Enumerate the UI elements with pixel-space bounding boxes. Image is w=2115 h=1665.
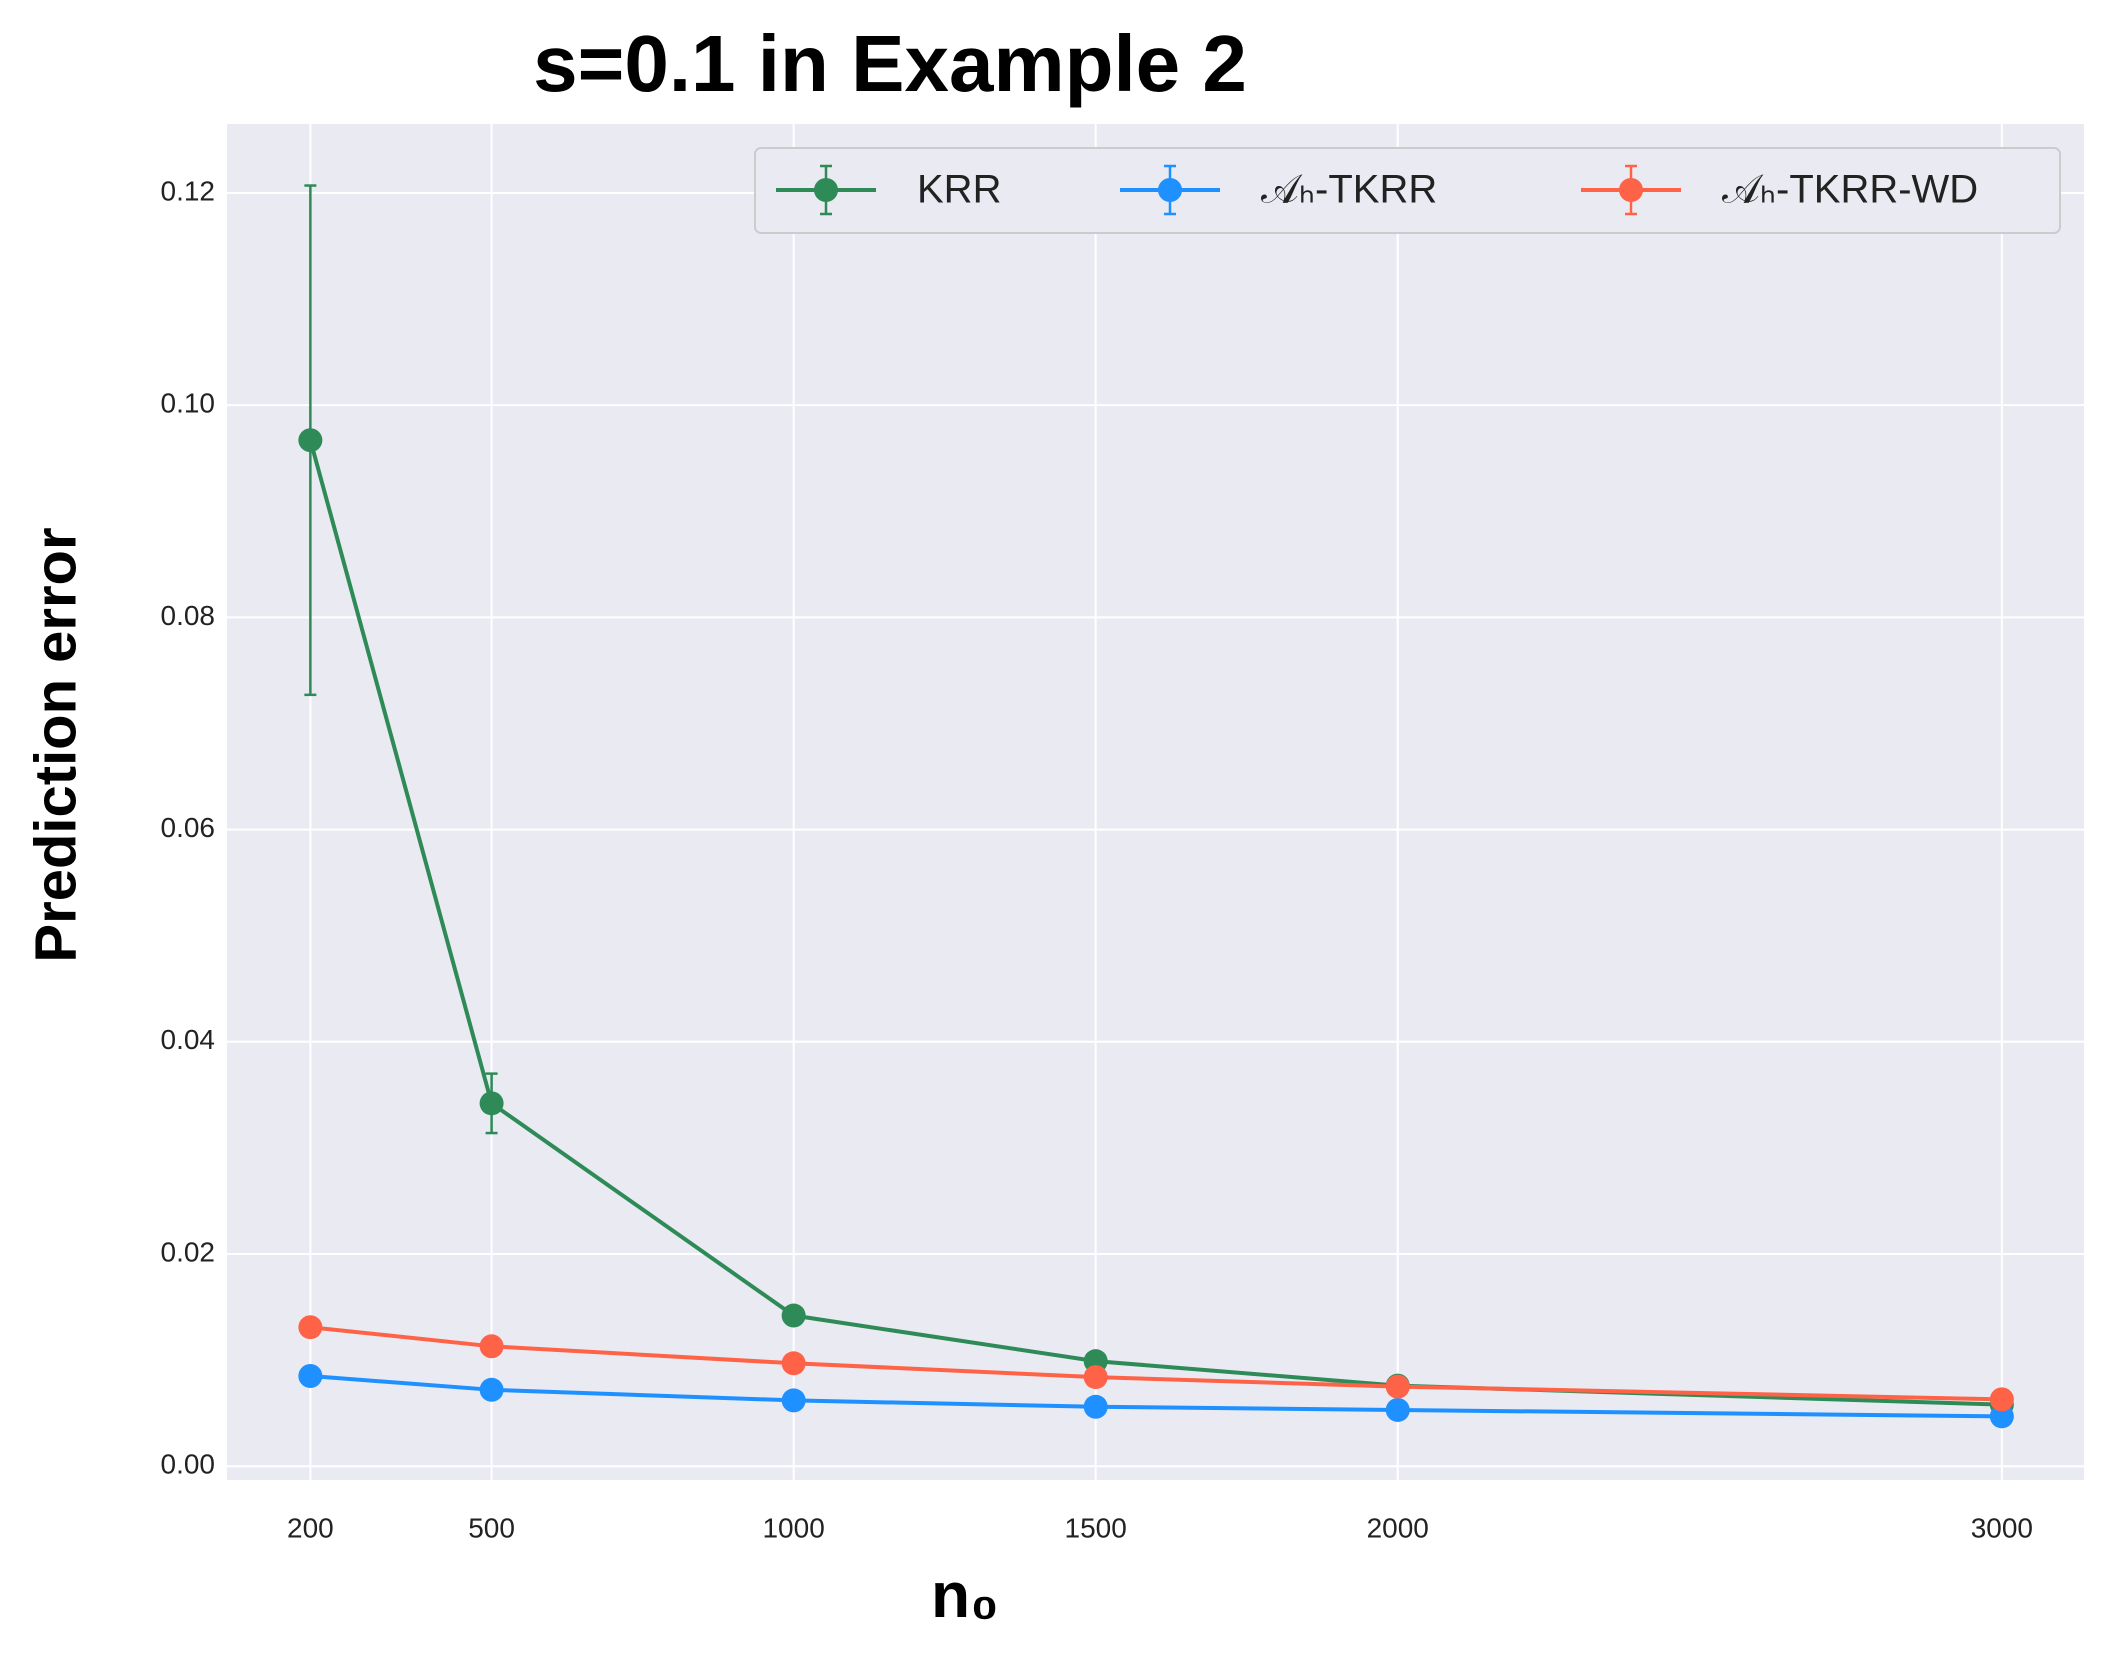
point (1385, 1397, 1410, 1422)
point (1989, 1387, 2014, 1412)
y-tick-label: 0.06 (161, 812, 216, 843)
x-tick-label: 2000 (1367, 1512, 1429, 1543)
x-tick-label: 500 (468, 1512, 515, 1543)
y-tick-label: 0.08 (161, 600, 216, 631)
point (479, 1377, 504, 1402)
x-tick-label: 200 (287, 1512, 334, 1543)
y-axis-label: Prediction error (23, 527, 88, 962)
y-tick-label: 0.10 (161, 388, 216, 419)
point (781, 1351, 806, 1376)
series-line (310, 1325, 2002, 1402)
x-tick-label: 1000 (762, 1512, 824, 1543)
point (298, 428, 323, 453)
legend-box (754, 147, 2061, 234)
x-tick-label: 1500 (1065, 1512, 1127, 1543)
legend-marker (1619, 178, 1643, 202)
point (1385, 1374, 1410, 1399)
point (781, 1388, 806, 1413)
point (479, 1334, 504, 1359)
x-axis-label: n₀ (931, 1559, 999, 1631)
legend-marker (1158, 178, 1182, 202)
x-tick-label: 3000 (1971, 1512, 2033, 1543)
chart-title: s=0.1 in Example 2 (533, 19, 1247, 108)
series-line (310, 1374, 2002, 1419)
point (479, 1091, 504, 1116)
point (781, 1303, 806, 1328)
point (298, 1364, 323, 1389)
y-tick-label: 0.02 (161, 1236, 216, 1267)
legend-label: 𝒜ₕ-TKRR (1261, 168, 1437, 212)
legend-label: 𝒜ₕ-TKRR-WD (1722, 168, 1978, 212)
legend-label: KRR (917, 168, 1001, 212)
legend-marker (814, 178, 838, 202)
y-tick-label: 0.12 (161, 175, 216, 206)
y-tick-label: 0.00 (161, 1449, 216, 1480)
y-tick-label: 0.04 (161, 1024, 216, 1055)
point (298, 1315, 323, 1340)
point (1989, 1404, 2014, 1429)
point (1083, 1365, 1108, 1390)
plot-area (227, 124, 2084, 1480)
point (1083, 1394, 1108, 1419)
